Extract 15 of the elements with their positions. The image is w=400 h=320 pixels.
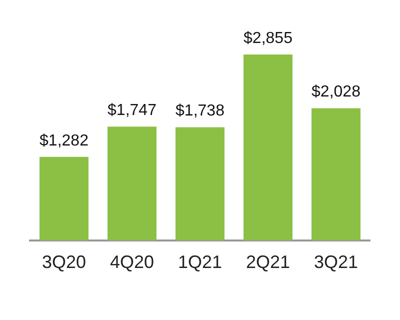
data-label: $2,855 [244, 30, 293, 47]
bar [176, 127, 224, 240]
data-label: $2,028 [312, 84, 361, 101]
x-tick-label: 2Q21 [246, 252, 290, 272]
bar [244, 54, 292, 240]
bar [312, 108, 360, 240]
x-tick-label: 4Q20 [110, 252, 154, 272]
x-tick-label: 3Q20 [42, 252, 86, 272]
data-label: $1,747 [108, 102, 157, 120]
bar [40, 156, 88, 240]
x-tick-label: 1Q21 [178, 252, 222, 272]
bar [108, 126, 156, 240]
data-label: $1,738 [176, 102, 225, 120]
x-tick-label: 3Q21 [314, 252, 358, 272]
data-label: $1,282 [40, 132, 89, 150]
